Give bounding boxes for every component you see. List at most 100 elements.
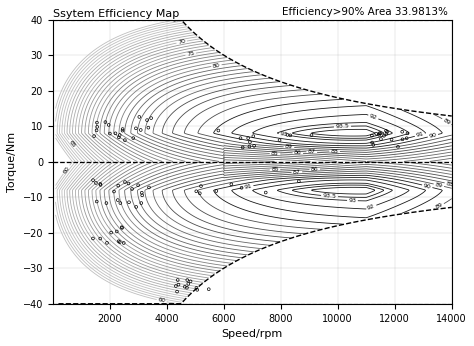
- Point: [118, 225, 126, 231]
- Text: 87: 87: [308, 149, 316, 155]
- Point: [114, 183, 122, 189]
- Point: [119, 126, 127, 132]
- Point: [138, 190, 146, 195]
- Point: [128, 186, 136, 192]
- Point: [97, 181, 104, 186]
- Point: [382, 128, 390, 134]
- Point: [370, 142, 377, 148]
- Text: 89: 89: [285, 144, 293, 150]
- Point: [116, 239, 124, 245]
- Text: 89: 89: [435, 182, 443, 189]
- Point: [196, 191, 203, 196]
- Point: [404, 130, 411, 136]
- Text: 60: 60: [62, 165, 71, 174]
- Text: 70: 70: [177, 39, 186, 45]
- Point: [92, 180, 100, 186]
- Point: [205, 286, 212, 292]
- Point: [246, 139, 254, 145]
- Text: 60: 60: [172, 17, 180, 23]
- Point: [184, 281, 192, 286]
- Text: 89: 89: [442, 117, 451, 126]
- Point: [308, 133, 315, 138]
- Text: 87: 87: [293, 170, 301, 175]
- Point: [376, 130, 383, 136]
- Text: 88: 88: [446, 181, 454, 187]
- Point: [117, 200, 124, 206]
- Point: [125, 181, 132, 186]
- Point: [125, 200, 133, 205]
- Point: [138, 193, 146, 198]
- Point: [368, 140, 376, 145]
- Point: [172, 283, 180, 289]
- Point: [91, 133, 98, 139]
- Text: Ssytem Efficiency Map: Ssytem Efficiency Map: [53, 9, 179, 19]
- Point: [197, 183, 205, 189]
- Point: [192, 285, 200, 291]
- Y-axis label: Torque/Nm: Torque/Nm: [7, 131, 17, 192]
- Point: [376, 130, 384, 136]
- Point: [118, 225, 126, 230]
- Point: [262, 190, 270, 195]
- Text: 90: 90: [423, 183, 432, 190]
- Point: [145, 125, 152, 130]
- Point: [284, 132, 292, 138]
- Point: [115, 238, 122, 244]
- Point: [129, 135, 137, 141]
- Point: [238, 185, 246, 191]
- Point: [115, 135, 123, 140]
- Point: [394, 144, 402, 149]
- Text: 86: 86: [294, 151, 302, 156]
- Point: [175, 282, 182, 288]
- Point: [136, 114, 143, 120]
- Point: [399, 137, 406, 142]
- Point: [121, 179, 129, 185]
- Point: [286, 133, 294, 138]
- Point: [96, 236, 104, 242]
- Text: 92: 92: [367, 203, 376, 211]
- Point: [89, 236, 97, 241]
- Point: [174, 277, 182, 283]
- Point: [101, 119, 109, 125]
- Point: [239, 145, 246, 150]
- Point: [193, 287, 201, 293]
- Point: [116, 132, 124, 138]
- Point: [377, 136, 385, 142]
- Point: [113, 229, 120, 234]
- Point: [107, 230, 115, 235]
- Point: [132, 126, 140, 131]
- Point: [368, 133, 375, 138]
- Point: [187, 279, 194, 284]
- Point: [276, 137, 283, 143]
- Text: 92: 92: [369, 113, 378, 121]
- Text: 86: 86: [311, 167, 319, 172]
- Text: 93: 93: [348, 198, 356, 203]
- Point: [114, 197, 121, 203]
- Point: [103, 240, 111, 246]
- Point: [399, 129, 406, 135]
- Point: [237, 135, 244, 141]
- Text: 85: 85: [271, 151, 279, 156]
- Point: [93, 120, 101, 125]
- Point: [110, 189, 118, 194]
- Point: [215, 128, 222, 133]
- Point: [137, 200, 145, 206]
- Text: 91: 91: [416, 131, 424, 138]
- Point: [388, 137, 395, 142]
- Point: [119, 128, 127, 134]
- Point: [375, 132, 383, 137]
- Point: [249, 134, 257, 139]
- Text: 93: 93: [280, 131, 288, 138]
- Text: 89: 89: [435, 202, 444, 210]
- Text: 93.5: 93.5: [322, 193, 337, 199]
- Text: 80: 80: [212, 63, 221, 69]
- Point: [132, 204, 140, 210]
- Text: 65: 65: [68, 139, 77, 148]
- Point: [121, 137, 128, 143]
- X-axis label: Speed/rpm: Speed/rpm: [222, 329, 283, 339]
- Point: [403, 135, 410, 141]
- Point: [134, 182, 142, 188]
- Point: [228, 182, 235, 187]
- Point: [212, 188, 220, 194]
- Text: 88: 88: [330, 149, 338, 154]
- Text: 60: 60: [157, 298, 166, 304]
